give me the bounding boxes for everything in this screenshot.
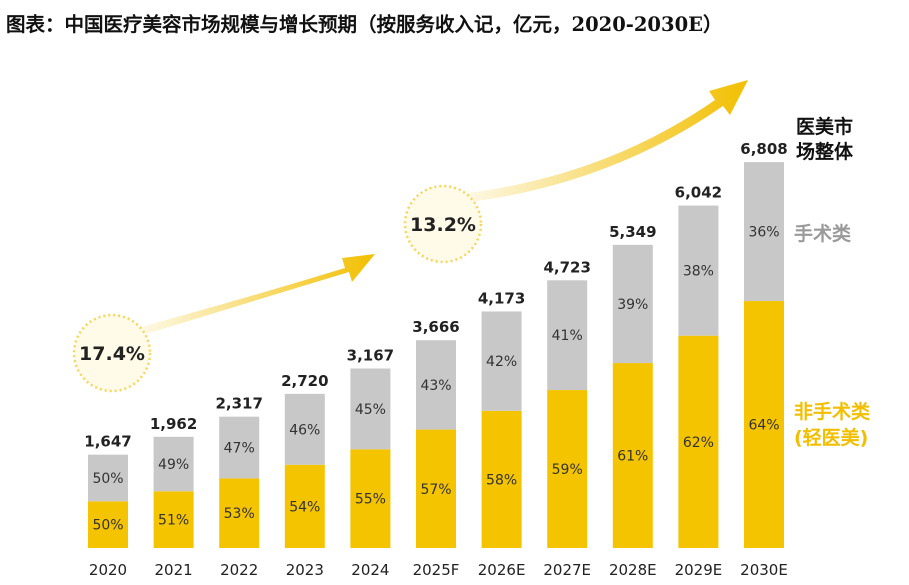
label-non-surgical-pct-2025F: 57%: [420, 482, 451, 498]
bar-non-surgical-2026E: [481, 410, 522, 548]
bar-non-surgical-2030E: [744, 301, 784, 548]
label-non-surgical-pct-2024: 55%: [355, 492, 386, 508]
label-total-2030E: 6,808: [740, 140, 787, 158]
label-total-2027E: 4,723: [543, 258, 590, 276]
x-tick-2021: 2021: [155, 561, 193, 579]
bars-group: 50% 50% 1,647 2020 51% 49% 1,962 2021 53% 47% 2,31…: [84, 140, 788, 579]
legend-non-surgical-line2: (轻医美): [794, 426, 868, 449]
bar-surgical-2030E: [744, 162, 784, 302]
legend-total-line2: 场整体: [796, 140, 854, 163]
label-non-surgical-pct-2021: 51%: [158, 513, 189, 529]
cagr-value-2: 13.2%: [410, 214, 476, 236]
label-surgical-pct-2021: 49%: [158, 457, 189, 473]
legend-total-line1: 医美市: [796, 115, 853, 138]
label-non-surgical-pct-2026E: 58%: [486, 472, 517, 488]
legend-surgical: 手术类: [794, 222, 851, 245]
bar-surgical-2020: [88, 454, 128, 502]
bar-surgical-2029E: [678, 205, 719, 336]
x-tick-2022: 2022: [220, 561, 258, 579]
cagr-value-1: 17.4%: [79, 343, 145, 365]
x-tick-2027E: 2027E: [543, 561, 591, 579]
label-non-surgical-pct-2020: 50%: [92, 518, 123, 534]
bar-non-surgical-2029E: [678, 335, 719, 548]
bar-surgical-2028E: [612, 244, 653, 364]
label-surgical-pct-2027E: 41%: [552, 328, 583, 344]
label-surgical-pct-2026E: 42%: [486, 354, 517, 370]
label-total-2028E: 5,349: [609, 223, 656, 241]
label-total-2024: 3,167: [347, 346, 394, 364]
label-surgical-pct-2029E: 38%: [683, 264, 714, 280]
label-total-2021: 1,962: [150, 415, 197, 433]
label-total-2026E: 4,173: [478, 289, 525, 307]
bar-surgical-2021: [153, 436, 194, 492]
bar-non-surgical-2022: [219, 478, 260, 548]
label-non-surgical-pct-2029E: 62%: [683, 435, 714, 451]
bar-surgical-2022: [219, 416, 260, 479]
x-tick-2025F: 2025F: [413, 561, 460, 579]
bar-non-surgical-2027E: [547, 390, 588, 548]
x-tick-2024: 2024: [351, 561, 389, 579]
bar-surgical-2027E: [547, 280, 588, 391]
bar-non-surgical-2021: [153, 491, 194, 548]
label-non-surgical-pct-2028E: 61%: [617, 449, 648, 465]
label-surgical-pct-2024: 45%: [355, 402, 386, 418]
label-surgical-pct-2028E: 39%: [617, 297, 648, 313]
label-surgical-pct-2023: 46%: [289, 422, 320, 438]
cagr-badge-1: 17.4%: [72, 313, 152, 393]
label-total-2029E: 6,042: [675, 184, 722, 202]
label-total-2023: 2,720: [281, 372, 328, 390]
x-tick-2030E: 2030E: [740, 561, 788, 579]
x-tick-2026E: 2026E: [478, 561, 526, 579]
growth-arrow-2: [450, 80, 748, 204]
bar-surgical-2023: [284, 393, 325, 465]
x-tick-2028E: 2028E: [609, 561, 657, 579]
cagr-badge-2: 13.2%: [403, 184, 483, 264]
label-surgical-pct-2025F: 43%: [420, 378, 451, 394]
label-non-surgical-pct-2023: 54%: [289, 499, 320, 515]
x-tick-2029E: 2029E: [675, 561, 723, 579]
label-non-surgical-pct-2022: 53%: [224, 506, 255, 522]
bar-surgical-2026E: [481, 311, 522, 411]
label-total-2020: 1,647: [84, 433, 131, 451]
bar-non-surgical-2028E: [612, 363, 653, 548]
chart-title: 图表：中国医疗美容市场规模与增长预期（按服务收入记，亿元，2020-2030E）: [6, 13, 723, 36]
label-total-2025F: 3,666: [412, 318, 459, 336]
x-tick-2020: 2020: [89, 561, 127, 579]
bar-non-surgical-2025F: [416, 429, 456, 548]
bar-non-surgical-2020: [88, 501, 128, 548]
legend: 医美市 场整体 手术类 非手术类 (轻医美): [794, 115, 870, 449]
legend-non-surgical-line1: 非手术类: [794, 400, 870, 423]
bar-non-surgical-2023: [284, 464, 325, 548]
label-total-2022: 2,317: [215, 395, 262, 413]
x-tick-2023: 2023: [286, 561, 324, 579]
label-surgical-pct-2022: 47%: [224, 441, 255, 457]
growth-arrow-1: [130, 254, 375, 338]
bar-surgical-2024: [350, 368, 391, 450]
label-surgical-pct-2020: 50%: [92, 471, 123, 487]
bar-surgical-2025F: [416, 340, 456, 430]
bar-non-surgical-2024: [350, 449, 391, 548]
label-surgical-pct-2030E: 36%: [748, 225, 779, 241]
label-non-surgical-pct-2027E: 59%: [552, 462, 583, 478]
label-non-surgical-pct-2030E: 64%: [748, 418, 779, 434]
